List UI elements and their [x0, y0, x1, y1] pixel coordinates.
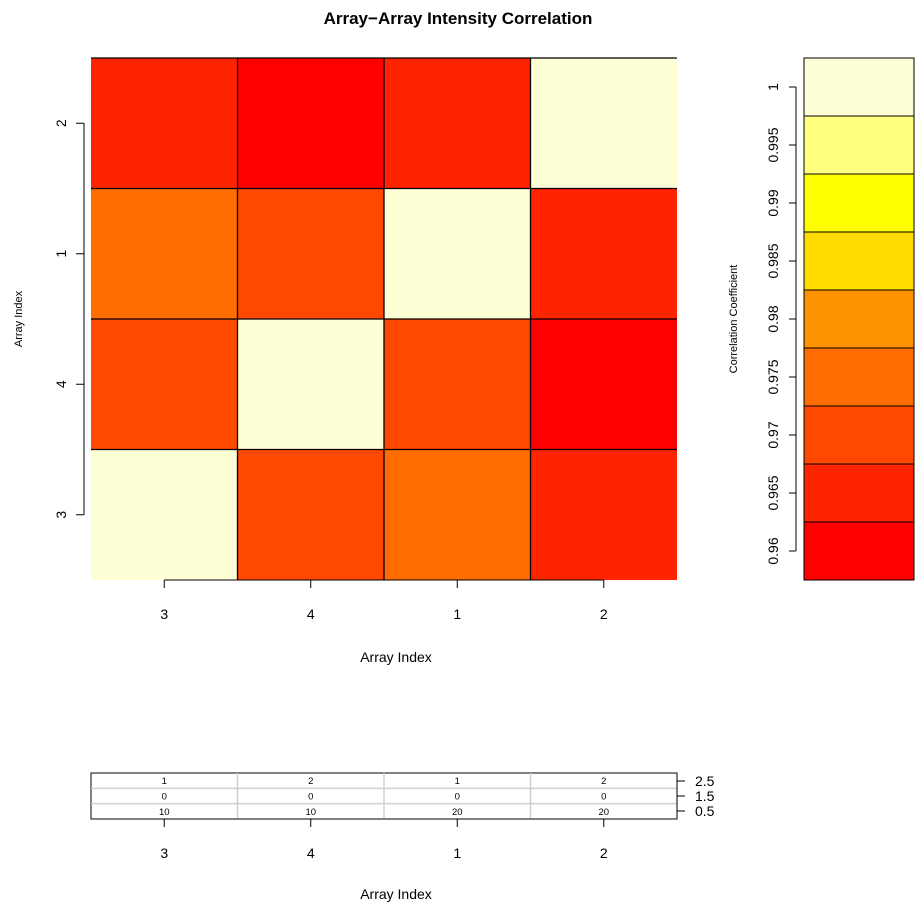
legend-bin — [804, 348, 914, 406]
table-cell: 20 — [598, 807, 609, 818]
legend-bin — [804, 58, 914, 116]
x-tick-label: 2 — [600, 606, 608, 622]
legend-title: Correlation Coefficient — [728, 265, 740, 374]
legend-tick-label: 0.96 — [765, 537, 781, 564]
table-x-tick-label: 1 — [453, 845, 461, 861]
table-cell: 2 — [601, 776, 606, 787]
table-cell: 0 — [455, 792, 460, 803]
y-tick-label: 3 — [53, 511, 69, 519]
heatmap-cell — [237, 58, 384, 189]
table-cell: 10 — [159, 807, 170, 818]
legend-tick-label: 0.99 — [765, 189, 781, 216]
legend-bin — [804, 174, 914, 232]
legend-bin — [804, 232, 914, 290]
heatmap-cell — [237, 449, 384, 580]
heatmap-cell — [237, 319, 384, 450]
legend-frame — [803, 57, 915, 581]
x-tick-label: 3 — [160, 606, 168, 622]
table-cell: 10 — [305, 807, 316, 818]
heatmap-cell — [384, 58, 531, 189]
legend-bin — [804, 290, 914, 348]
heatmap-cell — [91, 58, 238, 189]
table-cell: 0 — [308, 792, 313, 803]
y-tick-label: 4 — [53, 380, 69, 388]
heatmap-cell — [91, 188, 238, 319]
x-tick-label: 4 — [307, 606, 315, 622]
table-x-tick-label: 2 — [600, 845, 608, 861]
y-tick-label: 2 — [53, 119, 69, 127]
legend-tick-label: 0.98 — [765, 305, 781, 332]
heatmap-cell — [530, 449, 677, 580]
table-cell: 0 — [601, 792, 606, 803]
heatmap-cell — [384, 319, 531, 450]
legend-bin — [804, 116, 914, 174]
x-axis-title: Array Index — [360, 649, 432, 665]
legend-tick-label: 1 — [765, 83, 781, 91]
table-axis-tick-label: 2.5 — [695, 773, 715, 789]
table-x-axis-title: Array Index — [360, 886, 432, 902]
legend-bin — [804, 522, 914, 580]
legend-tick-label: 0.985 — [765, 243, 781, 278]
chart-title: Array−Array Intensity Correlation — [324, 9, 593, 28]
table-cell: 2 — [308, 776, 313, 787]
table-cell: 20 — [452, 807, 463, 818]
legend-tick-label: 0.975 — [765, 359, 781, 394]
table-x-tick-label: 4 — [307, 845, 315, 861]
table-axis-tick-label: 0.5 — [695, 803, 715, 819]
y-axis-title: Array Index — [13, 290, 25, 347]
legend-bin — [804, 406, 914, 464]
x-tick-label: 1 — [453, 606, 461, 622]
heatmap-cell — [91, 319, 238, 450]
table-axis-tick-label: 1.5 — [695, 788, 715, 804]
table-x-tick-label: 3 — [160, 845, 168, 861]
table-cell: 0 — [162, 792, 167, 803]
heatmap-cell — [91, 449, 238, 580]
legend-tick-label: 0.995 — [765, 127, 781, 162]
legend-tick-label: 0.965 — [765, 475, 781, 510]
y-tick-label: 1 — [53, 250, 69, 258]
heatmap-cell — [530, 319, 677, 450]
heatmap-cell — [384, 188, 531, 319]
heatmap-cell — [530, 58, 677, 189]
legend-tick-label: 0.97 — [765, 421, 781, 448]
table-cell: 1 — [162, 776, 167, 787]
legend-bin — [804, 464, 914, 522]
heatmap-cell — [237, 188, 384, 319]
heatmap-cell — [530, 188, 677, 319]
table-cell: 1 — [455, 776, 460, 787]
heatmap-cell — [384, 449, 531, 580]
